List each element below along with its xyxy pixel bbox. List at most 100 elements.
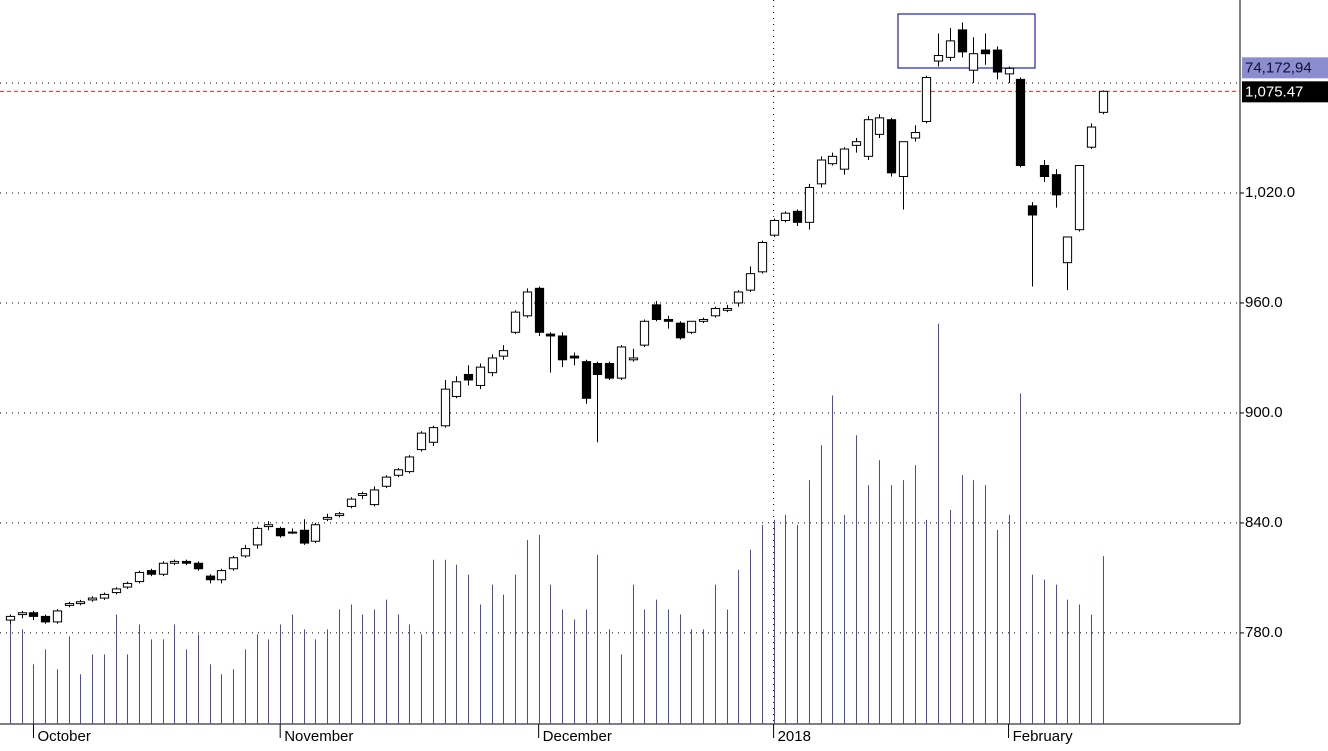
candle-body [169,560,180,564]
candle-body [663,318,674,322]
candle-body [1074,165,1085,231]
candle-body [322,516,333,520]
y-tick-label: 900.0 [1245,404,1283,421]
candle-body [310,524,321,542]
candle-body [1039,165,1050,178]
candle-body [1027,205,1038,216]
candle-body [1051,174,1062,196]
y-tick-label: 960.0 [1245,294,1283,311]
candle-body [252,527,263,546]
candle-body [839,148,850,170]
candle-body [275,527,286,537]
candle-body [792,210,803,223]
candle-body [146,570,157,575]
x-tick-label: February [1013,728,1074,745]
x-tick-label: 2018 [778,728,811,745]
candle-body [28,612,39,617]
candle-body [616,346,627,379]
candle-body [628,357,639,361]
candle-body [381,476,392,487]
candle-body [898,141,909,178]
candle-body [287,531,298,534]
candle-body [510,311,521,333]
candle-body [804,187,815,223]
candle-body [745,273,756,291]
candle-body [863,119,874,157]
candle-body [299,529,310,544]
candle-body [921,77,932,123]
candle-body [522,291,533,317]
candle-body [769,219,780,236]
candle-body [369,489,380,506]
last-close-label: 1,075.47 [1245,83,1303,100]
candle-body [40,615,51,623]
candle-body [545,333,556,337]
candle-body [534,287,545,333]
x-tick-label: November [284,728,353,745]
candle-body [639,320,650,346]
candle-body [216,570,227,581]
candle-body [158,562,169,575]
candle-body [1086,126,1097,148]
candle-body [686,320,697,333]
y-tick-label: 780.0 [1245,624,1283,641]
candle-body [440,388,451,427]
candle-body [780,212,791,221]
candle-body [816,159,827,185]
candle-body [122,582,133,588]
candle-body [651,304,662,320]
candle-body [64,603,75,606]
candle-body [87,597,98,601]
candle-body [1015,78,1026,167]
candle-body [957,29,968,53]
candle-body [181,560,192,564]
candle-body [228,557,239,570]
candle-body [463,373,474,381]
candle-body [111,588,122,594]
candle-body [592,362,603,375]
candle-body [1004,67,1015,75]
candle-body [722,307,733,311]
candle-body [75,601,86,605]
candle-body [346,498,357,507]
candle-body [980,49,991,55]
candle-body [886,119,897,174]
candle-body [263,524,274,528]
candle-body [569,355,580,359]
candle-body [99,593,110,599]
y-tick-label: 1,020.0 [1245,184,1295,201]
candle-body [240,548,251,557]
candle-body [557,335,568,361]
candle-body [487,357,498,374]
candle-body [334,513,345,517]
candle-body [933,55,944,62]
candle-body [874,117,885,135]
candle-body [710,307,721,317]
candle-body [604,362,615,379]
last-volume-label: 74,172,94 [1245,59,1312,76]
candle-body [698,318,709,322]
candle-body [451,381,462,397]
candle-body [992,49,1003,73]
candle-body [52,610,63,623]
candle-body [968,53,979,71]
candle-body [475,366,486,386]
last-volume-box [1242,57,1328,79]
highlight-box [897,13,1036,69]
candle-body [910,132,921,139]
candle-body [1098,90,1109,113]
candle-body [17,612,28,616]
x-tick-label: December [543,728,612,745]
candle-body [193,562,204,570]
candle-body [581,361,592,399]
candle-body [827,155,838,165]
last-close-box [1242,81,1328,103]
candle-body [498,350,509,357]
candle-body [205,575,216,581]
candle-body [733,291,744,304]
candle-body [357,493,368,496]
candle-body [134,571,145,583]
candle-body [1062,236,1073,264]
